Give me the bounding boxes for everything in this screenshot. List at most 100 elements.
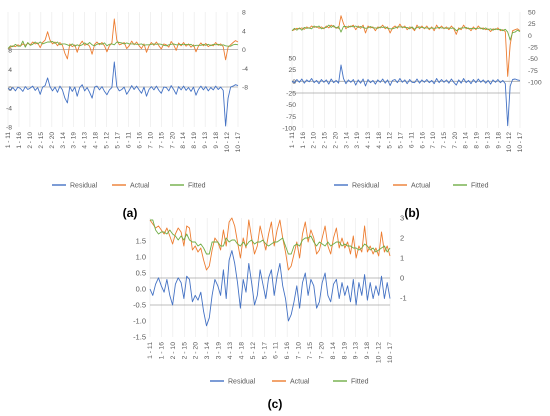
x-tick-label: 9 - 13: [484, 132, 491, 149]
x-tick-label: 6 - 16: [136, 132, 143, 149]
left-axis-tick-label: -100: [282, 126, 296, 133]
left-axis-tick-label: -1.5: [133, 333, 146, 342]
left-axis-tick-label: -25: [286, 91, 296, 98]
x-tick-label: 4 - 13: [227, 342, 234, 360]
x-tick-label: 5 - 17: [115, 132, 122, 149]
legend-label: Fitted: [351, 379, 369, 386]
x-tick-label: 7 - 20: [318, 342, 325, 360]
series-line-fitted: [7, 40, 239, 49]
left-axis-tick-label: -50: [286, 102, 296, 109]
legend-label: Actual: [290, 379, 310, 386]
series-line-actual: [291, 15, 521, 77]
legend-label: Actual: [130, 183, 150, 190]
x-tick-label: 1 - 16: [16, 132, 23, 149]
left-axis-tick-label: 0.0: [136, 285, 146, 294]
x-tick-label: 2 - 15: [322, 132, 329, 149]
x-tick-label: 7 - 10: [430, 132, 437, 149]
left-axis-tick-label: 1.0: [136, 253, 146, 262]
right-axis-tick-label: 25: [528, 21, 536, 28]
x-tick-label: 1 - 11: [289, 132, 296, 149]
x-tick-label: 2 - 10: [311, 132, 318, 149]
legend-label: Fitted: [188, 183, 206, 190]
x-tick-label: 7 - 15: [307, 342, 314, 360]
x-tick-label: 2 - 15: [181, 342, 188, 360]
series-line-residual: [7, 61, 239, 127]
x-tick-label: 5 - 17: [261, 342, 268, 360]
x-tick-label: 9 - 13: [202, 132, 209, 149]
left-axis-tick-label: -0.5: [133, 301, 146, 310]
legend-label: Residual: [70, 183, 98, 190]
series-line-fitted: [150, 219, 391, 255]
left-axis-tick-label: 25: [288, 67, 296, 74]
x-tick-label: 5 - 12: [387, 132, 394, 149]
x-tick-label: 2 - 20: [49, 132, 56, 149]
right-axis-tick-label: 1: [400, 254, 404, 263]
x-tick-label: 10 - 12: [506, 132, 513, 153]
right-axis-tick-label: -1: [400, 294, 407, 303]
left-axis-tick-label: -8: [6, 125, 12, 132]
right-axis-tick-label: -4: [242, 66, 248, 73]
x-tick-label: 4 - 13: [365, 132, 372, 149]
x-tick-label: 8 - 14: [180, 132, 187, 149]
x-tick-label: 10 - 17: [387, 342, 394, 363]
x-tick-label: 6 - 11: [273, 342, 280, 359]
x-tick-label: 2 - 15: [38, 132, 45, 149]
right-axis-tick-label: 3: [400, 214, 404, 223]
left-axis-tick-label: 4: [8, 67, 12, 74]
legend-label: Actual: [411, 183, 431, 190]
x-tick-label: 8 - 14: [463, 132, 470, 149]
left-axis-tick-label: -1.0: [133, 317, 146, 326]
x-tick-label: 3 - 14: [60, 132, 67, 149]
x-tick-label: 3 - 19: [71, 132, 78, 149]
x-tick-label: 7 - 20: [169, 132, 176, 149]
x-tick-label: 3 - 14: [204, 342, 211, 360]
x-tick-label: 7 - 10: [296, 342, 303, 360]
right-axis-tick-label: -25: [528, 45, 538, 52]
x-tick-label: 3 - 19: [354, 132, 361, 149]
right-axis-tick-label: 2: [400, 234, 404, 243]
x-tick-label: 10 - 17: [517, 132, 524, 153]
x-tick-label: 7 - 15: [441, 132, 448, 149]
series-line-actual: [149, 217, 391, 271]
x-tick-label: 6 - 11: [125, 132, 132, 149]
series-line-residual: [149, 250, 391, 327]
x-tick-label: 2 - 10: [170, 342, 177, 360]
x-tick-label: 4 - 13: [82, 132, 89, 149]
series-line-fitted: [291, 24, 521, 41]
x-tick-label: 9 - 18: [495, 132, 502, 149]
left-axis-tick-label: 50: [288, 56, 296, 63]
x-tick-label: 7 - 20: [452, 132, 459, 149]
x-tick-label: 10 - 12: [224, 132, 231, 153]
x-tick-label: 6 - 16: [419, 132, 426, 149]
left-axis-tick-label: -4: [6, 105, 12, 112]
x-tick-label: 8 - 19: [474, 132, 481, 149]
left-axis-tick-label: 1.5: [136, 237, 146, 246]
right-axis-tick-label: 50: [528, 10, 536, 17]
x-tick-label: 10 - 12: [376, 342, 383, 363]
x-tick-label: 1 - 16: [158, 342, 165, 360]
right-axis-tick-label: 0: [242, 47, 246, 54]
x-tick-label: 1 - 11: [147, 342, 154, 359]
legend-label: Residual: [352, 183, 380, 190]
right-axis-tick-label: 0: [400, 274, 404, 283]
x-tick-label: 3 - 19: [216, 342, 223, 360]
chart-panel-c: 1.5 1.0 0.5 0.0 -0.5 -1.0 -1.5 3 2 1 0 -1 1 - 11 1 - …: [133, 214, 407, 412]
x-tick-label: 2 - 20: [193, 342, 200, 360]
x-tick-label: 1 - 11: [5, 132, 12, 149]
left-axis-tick-label: 0.5: [136, 269, 146, 278]
right-axis-tick-label: -50: [528, 56, 538, 63]
right-axis-tick-label: 4: [242, 28, 246, 35]
x-tick-label: 1 - 16: [300, 132, 307, 149]
right-axis-tick-label: -100: [528, 80, 542, 87]
x-tick-label: 5 - 12: [104, 132, 111, 149]
right-axis-tick-label: -8: [242, 85, 248, 92]
x-tick-label: 8 - 19: [341, 342, 348, 360]
series-line-residual: [291, 64, 521, 127]
x-tick-label: 4 - 18: [238, 342, 245, 360]
panel-label: (c): [268, 397, 283, 411]
x-tick-label: 9 - 13: [353, 342, 360, 360]
x-tick-label: 2 - 10: [27, 132, 34, 149]
left-axis-tick-label: 8: [8, 48, 12, 55]
